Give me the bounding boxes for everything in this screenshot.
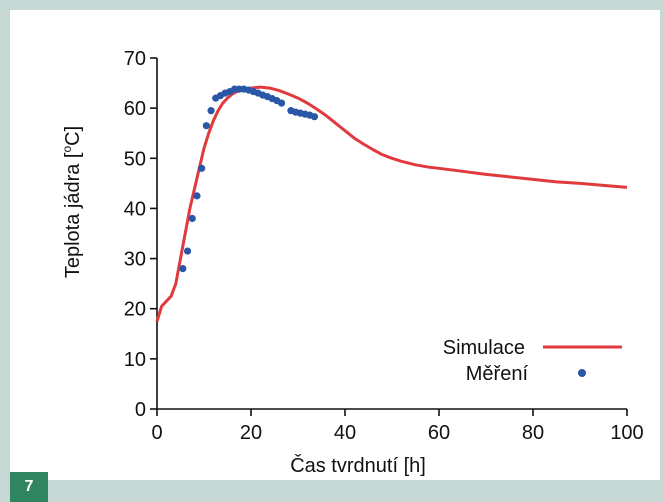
y-tick-label: 0: [135, 399, 146, 421]
data-point-measurement: [193, 192, 201, 200]
axes: [156, 58, 627, 410]
y-axis-title-superscript: o: [60, 146, 74, 153]
data-point-measurement: [183, 247, 192, 255]
y-tick-label: 60: [124, 98, 146, 120]
y-axis-title: Teplota jádra [oC]: [60, 126, 84, 278]
y-tick-label: 20: [124, 299, 146, 321]
data-point-measurement: [188, 214, 196, 223]
x-tick-label: 0: [151, 422, 162, 444]
data-point-measurement: [207, 107, 215, 115]
x-tick-label: 60: [428, 422, 450, 444]
x-tick-label: 20: [240, 422, 262, 444]
x-tick-label: 40: [334, 422, 356, 444]
y-tick-label: 30: [124, 249, 146, 271]
data-point-measurement: [198, 164, 206, 172]
y-tick-label: 70: [124, 48, 146, 70]
legend-dot-measurement: [578, 369, 586, 377]
series-line-simulation: [155, 85, 628, 322]
x-tick-label: 100: [610, 422, 643, 444]
figure-number-badge: 7: [10, 472, 48, 502]
x-tick-label: 80: [522, 422, 544, 444]
series-layer: [155, 85, 628, 322]
y-ticks: 0 10 20 30 40 50 60 70: [124, 48, 157, 421]
data-point-measurement: [277, 99, 286, 107]
data-point-measurement: [310, 113, 319, 121]
legend-label-simulation: Simulace: [443, 337, 525, 359]
data-point-measurement: [179, 265, 187, 273]
chart: 0 20 40 60 80 100 0 10 20 30 40 50 60 70 Čas tvrdnut…: [60, 48, 644, 477]
y-tick-label: 10: [124, 349, 146, 371]
y-tick-label: 50: [124, 148, 146, 170]
y-axis-title-unit: C]: [62, 126, 84, 146]
y-axis-title-main: Teplota jádra [: [62, 152, 84, 278]
legend-label-measurement: Měření: [466, 363, 529, 385]
legend: Simulace Měření: [443, 337, 622, 385]
data-point-measurement: [202, 122, 210, 130]
plot-panel: 0 20 40 60 80 100 0 10 20 30 40 50 60 70 Čas tvrdnut…: [10, 10, 660, 480]
y-tick-label: 40: [124, 198, 146, 220]
x-ticks: 0 20 40 60 80 100: [151, 409, 644, 444]
x-axis-title: Čas tvrdnutí [h]: [290, 454, 426, 477]
